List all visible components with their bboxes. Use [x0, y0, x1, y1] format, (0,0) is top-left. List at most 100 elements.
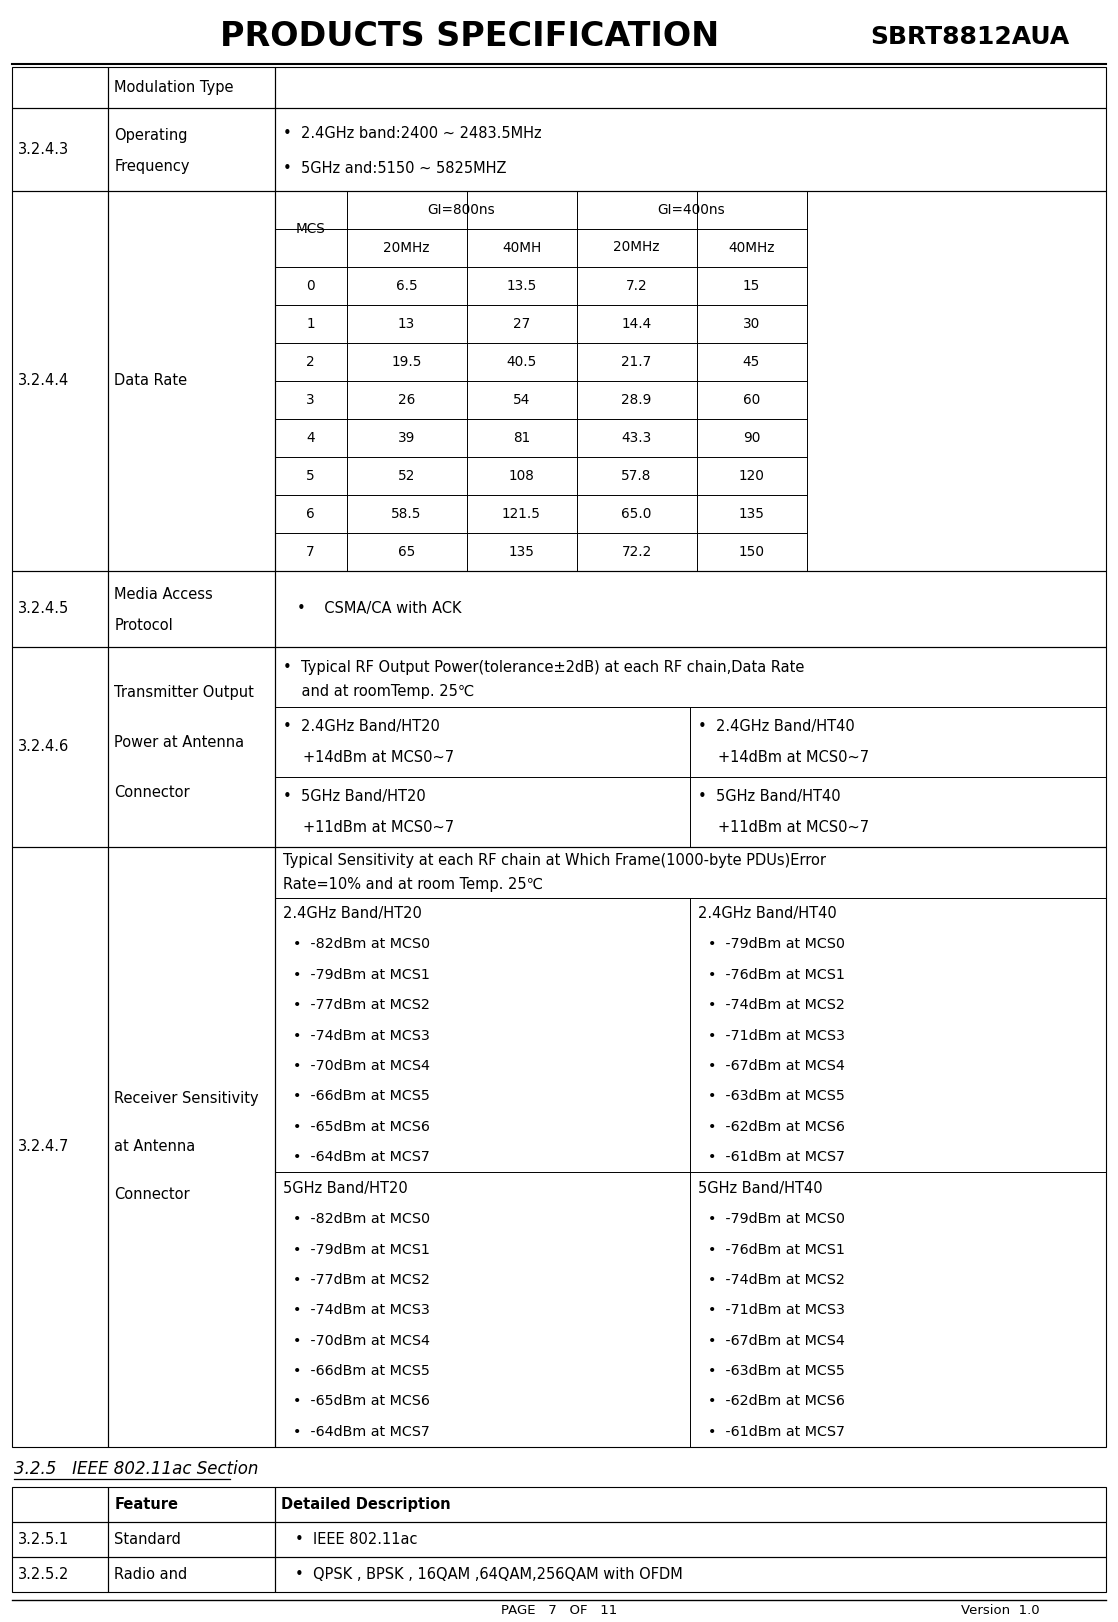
Bar: [275, 571, 1106, 647]
Text: +11dBm at MCS0~7: +11dBm at MCS0~7: [303, 819, 454, 835]
Text: Feature: Feature: [114, 1497, 178, 1512]
Text: 26: 26: [398, 393, 415, 407]
Text: Standard: Standard: [114, 1533, 181, 1547]
Text: •  QPSK , BPSK , 16QAM ,64QAM,256QAM with OFDM: • QPSK , BPSK , 16QAM ,64QAM,256QAM with…: [294, 1567, 682, 1581]
Text: •  -71dBm at MCS3: • -71dBm at MCS3: [709, 1028, 845, 1043]
Bar: [108, 109, 275, 191]
Text: 90: 90: [742, 431, 760, 444]
Text: •  -79dBm at MCS1: • -79dBm at MCS1: [293, 1242, 429, 1257]
Bar: [275, 1487, 1106, 1521]
Text: •  -74dBm at MCS2: • -74dBm at MCS2: [709, 998, 845, 1012]
Text: 3.2.4.7: 3.2.4.7: [18, 1139, 69, 1155]
Text: Frequency: Frequency: [114, 159, 190, 174]
Text: 3.2.5.2: 3.2.5.2: [18, 1567, 69, 1581]
Bar: [275, 109, 1106, 191]
Text: 40MH: 40MH: [502, 242, 541, 255]
Text: 13: 13: [398, 316, 415, 331]
Bar: [275, 847, 1106, 1447]
Text: 3.2.5   IEEE 802.11ac Section: 3.2.5 IEEE 802.11ac Section: [15, 1460, 258, 1478]
Text: 81: 81: [513, 431, 530, 444]
Text: •  -63dBm at MCS5: • -63dBm at MCS5: [709, 1090, 845, 1103]
Text: •  Typical RF Output Power(tolerance±2dB) at each RF chain,Data Rate: • Typical RF Output Power(tolerance±2dB)…: [283, 660, 804, 675]
Text: •  -74dBm at MCS3: • -74dBm at MCS3: [293, 1304, 429, 1317]
Text: 135: 135: [509, 545, 534, 558]
Text: •  -82dBm at MCS0: • -82dBm at MCS0: [293, 1212, 429, 1226]
Bar: [108, 1557, 275, 1593]
Text: Modulation Type: Modulation Type: [114, 79, 234, 96]
Text: Version  1.0: Version 1.0: [960, 1604, 1040, 1617]
Text: 2.4GHz Band/HT20: 2.4GHz Band/HT20: [283, 907, 421, 921]
Text: •  -74dBm at MCS3: • -74dBm at MCS3: [293, 1028, 429, 1043]
Text: •  -61dBm at MCS7: • -61dBm at MCS7: [709, 1150, 845, 1165]
Text: Typical Sensitivity at each RF chain at Which Frame(1000-byte PDUs)Error: Typical Sensitivity at each RF chain at …: [283, 853, 825, 868]
Text: 4: 4: [306, 431, 315, 444]
Text: •  -76dBm at MCS1: • -76dBm at MCS1: [709, 1242, 845, 1257]
Text: 43.3: 43.3: [622, 431, 652, 444]
Text: •  -64dBm at MCS7: • -64dBm at MCS7: [293, 1150, 429, 1165]
Text: +14dBm at MCS0~7: +14dBm at MCS0~7: [718, 749, 870, 764]
Text: •  2.4GHz Band/HT20: • 2.4GHz Band/HT20: [283, 719, 439, 733]
Text: PAGE   7   OF   11: PAGE 7 OF 11: [501, 1604, 617, 1617]
Text: 108: 108: [509, 469, 534, 483]
Bar: [108, 1487, 275, 1521]
Text: 40.5: 40.5: [506, 355, 537, 368]
Text: 3.2.4.4: 3.2.4.4: [18, 373, 69, 388]
Text: 57.8: 57.8: [622, 469, 652, 483]
Text: •  -62dBm at MCS6: • -62dBm at MCS6: [709, 1119, 845, 1134]
Bar: [12, 191, 108, 571]
Text: •  2.4GHz Band/HT40: • 2.4GHz Band/HT40: [699, 719, 855, 733]
Text: •  -64dBm at MCS7: • -64dBm at MCS7: [293, 1424, 429, 1439]
Text: •  -62dBm at MCS6: • -62dBm at MCS6: [709, 1395, 845, 1408]
Text: 72.2: 72.2: [622, 545, 652, 558]
Text: •  -70dBm at MCS4: • -70dBm at MCS4: [293, 1333, 429, 1348]
Text: 7: 7: [306, 545, 315, 558]
Bar: [275, 1521, 1106, 1557]
Text: •  -77dBm at MCS2: • -77dBm at MCS2: [293, 1273, 429, 1286]
Text: •  -79dBm at MCS1: • -79dBm at MCS1: [293, 968, 429, 981]
Text: 20MHz: 20MHz: [383, 242, 429, 255]
Text: •  -66dBm at MCS5: • -66dBm at MCS5: [293, 1364, 429, 1379]
Text: •  5GHz and:5150 ~ 5825MHZ: • 5GHz and:5150 ~ 5825MHZ: [283, 161, 506, 175]
Text: 45: 45: [742, 355, 760, 368]
Text: •  -67dBm at MCS4: • -67dBm at MCS4: [709, 1333, 845, 1348]
Text: 3.2.4.6: 3.2.4.6: [18, 740, 69, 754]
Text: Protocol: Protocol: [114, 618, 173, 633]
Text: 28.9: 28.9: [622, 393, 652, 407]
Text: Data Rate: Data Rate: [114, 373, 188, 388]
Text: SBRT8812AUA: SBRT8812AUA: [871, 24, 1070, 49]
Bar: [108, 847, 275, 1447]
Text: •  -61dBm at MCS7: • -61dBm at MCS7: [709, 1424, 845, 1439]
Text: 121.5: 121.5: [502, 506, 541, 521]
Text: Power at Antenna: Power at Antenna: [114, 735, 245, 749]
Bar: [12, 647, 108, 847]
Text: •  -70dBm at MCS4: • -70dBm at MCS4: [293, 1059, 429, 1074]
Text: 5: 5: [306, 469, 315, 483]
Text: 40MHz: 40MHz: [728, 242, 775, 255]
Text: •  5GHz Band/HT20: • 5GHz Band/HT20: [283, 788, 425, 805]
Text: 0: 0: [306, 279, 315, 294]
Text: •  -65dBm at MCS6: • -65dBm at MCS6: [293, 1395, 429, 1408]
Text: 150: 150: [739, 545, 765, 558]
Text: 3.2.5.1: 3.2.5.1: [18, 1533, 69, 1547]
Bar: [108, 67, 275, 109]
Text: Transmitter Output: Transmitter Output: [114, 684, 254, 701]
Bar: [108, 571, 275, 647]
Text: •  -79dBm at MCS0: • -79dBm at MCS0: [709, 938, 845, 952]
Text: •  -65dBm at MCS6: • -65dBm at MCS6: [293, 1119, 429, 1134]
Text: •  -63dBm at MCS5: • -63dBm at MCS5: [709, 1364, 845, 1379]
Bar: [275, 1557, 1106, 1593]
Text: •    CSMA/CA with ACK: • CSMA/CA with ACK: [296, 602, 461, 616]
Text: GI=800ns: GI=800ns: [428, 203, 495, 217]
Text: 120: 120: [739, 469, 765, 483]
Text: at Antenna: at Antenna: [114, 1139, 196, 1155]
Text: •  5GHz Band/HT40: • 5GHz Band/HT40: [699, 788, 841, 805]
Text: 6.5: 6.5: [396, 279, 417, 294]
Text: 3: 3: [306, 393, 315, 407]
Bar: [275, 647, 1106, 847]
Text: 2.4GHz Band/HT40: 2.4GHz Band/HT40: [699, 907, 837, 921]
Text: MCS: MCS: [295, 222, 325, 237]
Text: 39: 39: [398, 431, 415, 444]
Text: •  -77dBm at MCS2: • -77dBm at MCS2: [293, 998, 429, 1012]
Text: 7.2: 7.2: [626, 279, 647, 294]
Text: •  2.4GHz band:2400 ~ 2483.5MHz: • 2.4GHz band:2400 ~ 2483.5MHz: [283, 127, 541, 141]
